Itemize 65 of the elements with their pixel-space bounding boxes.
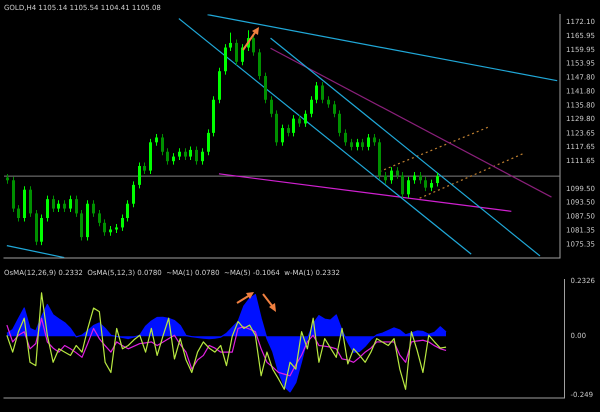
candlestick bbox=[69, 195, 72, 213]
candlestick bbox=[396, 166, 399, 180]
candlestick bbox=[327, 96, 330, 108]
candlestick bbox=[161, 134, 164, 156]
candlestick bbox=[155, 134, 158, 146]
candlestick bbox=[138, 162, 141, 189]
candlestick bbox=[75, 195, 78, 218]
candlestick bbox=[281, 124, 284, 146]
candlestick bbox=[356, 138, 359, 151]
candlestick bbox=[321, 82, 324, 104]
candlestick bbox=[264, 72, 267, 104]
candlestick bbox=[98, 209, 101, 227]
candlestick bbox=[361, 138, 364, 151]
candlestick bbox=[367, 134, 370, 151]
candlestick bbox=[407, 176, 410, 198]
candlestick bbox=[29, 186, 32, 218]
candlestick bbox=[241, 44, 244, 66]
candlestick bbox=[373, 134, 376, 146]
candlestick bbox=[189, 146, 192, 161]
candlestick bbox=[344, 128, 347, 146]
candlestick bbox=[178, 148, 181, 161]
candlestick bbox=[287, 124, 290, 137]
candlestick bbox=[80, 209, 83, 242]
candlestick bbox=[201, 148, 204, 166]
candlestick bbox=[126, 200, 129, 222]
candlestick bbox=[350, 138, 353, 151]
candlestick bbox=[63, 200, 66, 213]
candlestick bbox=[413, 171, 416, 184]
candlestick bbox=[390, 166, 393, 184]
candlestick bbox=[132, 180, 135, 208]
candlestick bbox=[40, 214, 43, 246]
candlestick bbox=[224, 44, 227, 76]
candlestick bbox=[338, 110, 341, 137]
candlestick bbox=[52, 195, 55, 213]
candlestick bbox=[229, 32, 232, 52]
candlestick bbox=[57, 200, 60, 213]
candlestick bbox=[430, 179, 433, 192]
candlestick bbox=[419, 171, 422, 184]
candlestick bbox=[195, 146, 198, 166]
candlestick bbox=[333, 100, 336, 118]
candlestick bbox=[270, 96, 273, 118]
candlestick bbox=[384, 171, 387, 184]
candlestick bbox=[6, 174, 9, 184]
candlestick bbox=[184, 148, 187, 161]
candlestick bbox=[436, 172, 439, 187]
candlestick bbox=[401, 171, 404, 198]
candlestick bbox=[121, 214, 124, 232]
candlestick bbox=[166, 148, 169, 166]
candlestick bbox=[103, 218, 106, 236]
candlestick bbox=[315, 82, 318, 104]
candlestick bbox=[424, 176, 427, 192]
candlestick bbox=[304, 110, 307, 128]
candlestick bbox=[92, 200, 95, 218]
candlestick bbox=[258, 48, 261, 80]
candlestick bbox=[310, 96, 313, 118]
candlestick bbox=[292, 114, 295, 137]
candlestick bbox=[172, 152, 175, 166]
candlestick bbox=[46, 195, 49, 222]
candlestick bbox=[109, 226, 112, 236]
candlestick bbox=[207, 128, 210, 156]
candlestick bbox=[298, 114, 301, 128]
candlestick bbox=[143, 162, 146, 175]
candlestick bbox=[17, 204, 20, 222]
candlestick bbox=[235, 38, 238, 66]
candlestick bbox=[252, 34, 255, 56]
